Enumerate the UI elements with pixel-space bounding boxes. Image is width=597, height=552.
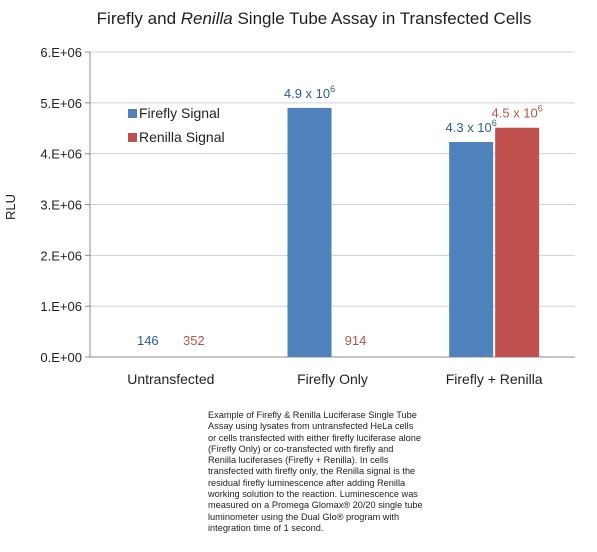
- y-tick-label: 4.E+06: [40, 147, 82, 162]
- gridlines: [90, 51, 575, 358]
- y-tick-label: 0.E+00: [40, 350, 82, 365]
- legend-swatch: [128, 133, 137, 142]
- y-axis-title: RLU: [3, 194, 18, 220]
- x-category-label: Firefly + Renilla: [446, 371, 543, 387]
- y-tick-label: 2.E+06: [40, 248, 82, 263]
- x-category-label: Firefly Only: [297, 371, 368, 387]
- legend-label: Renilla Signal: [139, 129, 225, 145]
- bars: [125, 107, 540, 358]
- bar: [449, 141, 494, 357]
- x-axis-categories: Untransfected Firefly Only Firefly + Renil…: [127, 371, 543, 387]
- data-label: 4.5 x 106: [492, 104, 543, 121]
- y-tick-label: 6.E+06: [40, 45, 82, 60]
- legend-label: Firefly Signal: [139, 105, 220, 121]
- bar: [495, 127, 540, 357]
- y-tick-label: 1.E+06: [40, 299, 82, 314]
- y-tick-label: 5.E+06: [40, 96, 82, 111]
- data-label: 352: [183, 333, 205, 348]
- data-label: 914: [345, 333, 367, 348]
- chart: Firefly and Renilla Single Tube Assay in…: [3, 9, 575, 387]
- legend-swatch: [128, 109, 137, 118]
- data-label: 4.3 x 106: [446, 118, 497, 135]
- legend: Firefly Signal Renilla Signal: [128, 105, 225, 145]
- data-label: 146: [137, 333, 159, 348]
- bar: [287, 107, 332, 358]
- y-tick-label: 3.E+06: [40, 198, 82, 213]
- data-label: 4.9 x 106: [284, 84, 335, 101]
- figure-caption: Example of Firefly & Renilla Luciferase …: [208, 410, 423, 533]
- y-axis-ticks: 0.E+00 1.E+06 2.E+06 3.E+06 4.E+06 5.E+06 6.E+…: [40, 45, 91, 365]
- chart-title: Firefly and Renilla Single Tube Assay in…: [97, 9, 532, 28]
- x-category-label: Untransfected: [127, 371, 214, 387]
